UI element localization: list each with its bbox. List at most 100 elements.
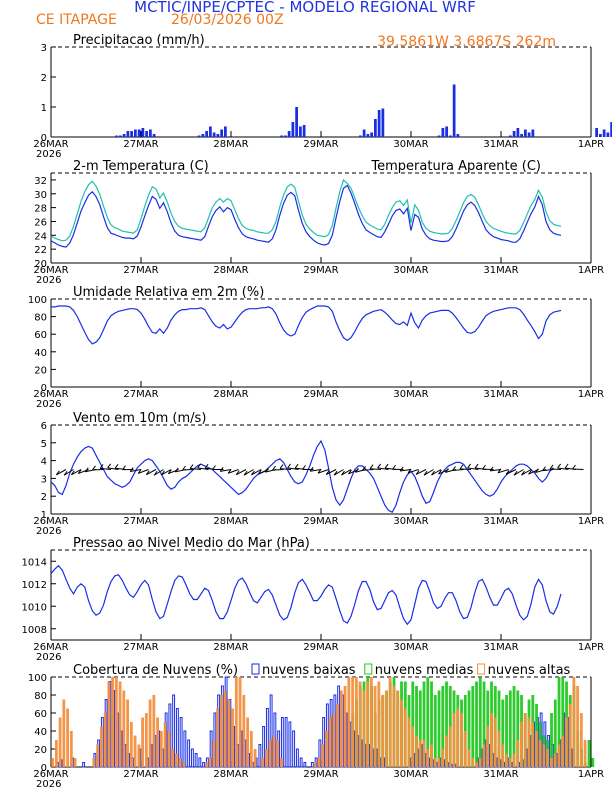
x-tick-label: 26MAR — [33, 139, 68, 150]
panel-wind: 1 2 3 4 5 6 26MAR 27MAR 28MAR 29MAR 30MAR 31MAR 1APR… — [33, 411, 604, 537]
wind-barb — [107, 467, 119, 470]
wind-barb — [369, 468, 382, 470]
wind-barb-flag — [294, 463, 299, 469]
wind-barb-flag — [467, 463, 472, 469]
cloud-bar-nuvens-altas — [426, 749, 429, 767]
x-year-label: 2026 — [36, 275, 61, 286]
wind-barb-flag — [272, 465, 276, 471]
wind-barb-flag — [167, 469, 172, 475]
wind-barb-flag — [542, 466, 546, 471]
precip-bar — [610, 122, 612, 137]
x-tick-label: 28MAR — [213, 389, 248, 400]
x-year-label: 2026 — [36, 399, 61, 410]
cloud-bar-nuvens-altas — [182, 762, 186, 767]
precip-bar — [366, 134, 370, 137]
cloud-bar-nuvens-medias — [471, 686, 475, 767]
wind-barb-flag — [513, 470, 518, 476]
wind-barb-flag — [174, 467, 179, 473]
cloud-bar-nuvens-altas — [354, 677, 358, 767]
precip-bar — [152, 134, 156, 137]
cloud-bar-nuvens-altas — [549, 758, 553, 767]
legend-nuvens-medias: nuvens medias — [375, 663, 474, 678]
x-tick-label: 31MAR — [483, 516, 518, 527]
precip-bar — [512, 131, 516, 137]
x-tick-label: 29MAR — [303, 642, 338, 653]
cloud-bar-nuvens-altas — [212, 740, 216, 767]
y-tick-label: 20 — [34, 745, 47, 756]
cloud-bar-nuvens-baixas — [187, 739, 191, 768]
x-tick-label: 1APR — [578, 642, 604, 653]
wind-barb — [341, 469, 352, 476]
cloud-bar-nuvens-altas — [107, 681, 111, 767]
wind-barb-flag — [431, 470, 435, 476]
wind-barb — [400, 469, 412, 472]
wind-barb-flag — [341, 470, 345, 476]
cloud-bar-nuvens-altas — [373, 686, 377, 767]
cloud-bar-nuvens-altas — [253, 749, 257, 767]
x-tick-label: 27MAR — [123, 265, 158, 276]
cloud-bar-nuvens-altas — [276, 740, 279, 767]
cloud-bar-nuvens-baixas — [288, 721, 292, 768]
cloud-bar-nuvens-altas — [54, 740, 58, 767]
cloud-bar-nuvens-altas — [66, 708, 69, 767]
cloud-bar-nuvens-altas — [343, 686, 347, 767]
cloud-bar-nuvens-medias — [516, 690, 520, 767]
wind-barb — [287, 467, 299, 470]
cloud-bar-nuvens-medias — [467, 690, 471, 767]
wind-barb — [161, 469, 172, 476]
precip-bar — [216, 134, 220, 137]
cloud-bar-nuvens-altas — [501, 744, 504, 767]
wind-barb-flag — [392, 464, 396, 470]
cloud-bar-nuvens-altas — [261, 758, 264, 767]
wind-barb-flag — [348, 469, 352, 475]
x-tick-label: 30MAR — [393, 389, 428, 400]
y-tick-label: 32 — [34, 176, 47, 187]
series-line-pressure-0 — [50, 564, 562, 626]
wind-barb — [189, 468, 202, 470]
y-tick-label: 40 — [34, 727, 47, 738]
wind-barb-flag — [145, 470, 150, 476]
cloud-bar-nuvens-altas — [542, 744, 546, 767]
wind-barb-flag — [354, 467, 359, 473]
y-tick-label: 2 — [41, 492, 47, 503]
x-tick-label: 31MAR — [483, 769, 518, 780]
cloud-bar-nuvens-altas — [441, 749, 444, 767]
cloud-bar-nuvens-altas — [242, 695, 246, 767]
wind-barb — [513, 469, 524, 476]
cloud-bar-nuvens-altas — [403, 708, 407, 767]
precip-bar — [145, 131, 148, 137]
wind-barb-flag — [572, 464, 576, 470]
cloud-bar-nuvens-altas — [96, 744, 99, 767]
cloud-bar-nuvens-altas — [508, 758, 512, 767]
cloud-bar-nuvens-altas — [122, 690, 126, 767]
wind-barb — [431, 469, 442, 476]
x-tick-label: 27MAR — [123, 769, 158, 780]
wind-barb — [146, 469, 157, 476]
wind-barb-flag — [235, 470, 240, 475]
cloud-bar-nuvens-medias — [591, 758, 595, 767]
y-tick-label: 22 — [34, 245, 47, 256]
cloud-bar-nuvens-medias — [411, 681, 415, 767]
cloud-bar-nuvens-altas — [264, 749, 268, 767]
cloud-bar-nuvens-medias — [437, 690, 441, 767]
cloud-bar-nuvens-medias — [475, 681, 478, 767]
cloud-bar-nuvens-altas — [388, 677, 392, 767]
precip-bar — [456, 134, 460, 137]
x-tick-label: 30MAR — [393, 769, 428, 780]
wind-barb-flag — [423, 470, 428, 476]
precip-bar — [291, 122, 295, 137]
cloud-bar-nuvens-altas — [231, 708, 234, 767]
wind-barb-flag — [438, 469, 442, 475]
x-tick-label: 26MAR — [33, 265, 68, 276]
cloud-bar-nuvens-altas — [152, 695, 156, 767]
wind-barb — [197, 467, 209, 470]
cloud-bar-nuvens-altas — [141, 717, 144, 767]
cloud-bar-nuvens-altas — [137, 744, 141, 767]
panel-title: Pressao ao Nivel Medio do Mar (hPa) — [73, 536, 310, 551]
wind-barb — [236, 469, 247, 476]
x-tick-label: 26MAR — [33, 389, 68, 400]
cloud-bar-nuvens-altas — [268, 740, 272, 767]
precip-bar — [201, 134, 205, 137]
cloud-bar-nuvens-altas — [238, 677, 242, 767]
precip-bar — [509, 135, 512, 137]
